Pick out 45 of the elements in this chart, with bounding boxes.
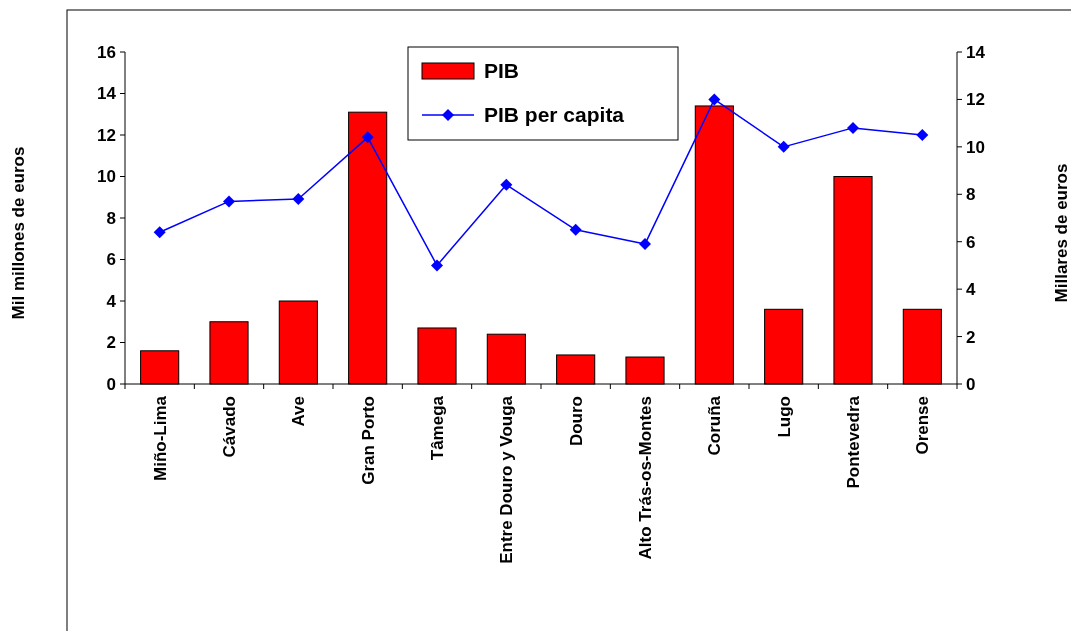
y2-tick-label: 4: [966, 280, 976, 300]
y2-tick-label: 12: [966, 90, 985, 110]
y-tick-label: 14: [97, 84, 117, 104]
y2-tick-label: 0: [966, 374, 976, 394]
y-tick-label: 10: [97, 167, 116, 187]
x-tick-label: Alto Trás-os-Montes: [636, 396, 655, 560]
y-tick-label: 6: [106, 250, 116, 270]
point: [569, 223, 582, 236]
point: [777, 140, 790, 153]
point: [361, 131, 374, 144]
point: [431, 259, 443, 272]
y2-tick-label: 2: [966, 327, 976, 347]
x-tick-label: Douro: [566, 396, 586, 447]
point: [292, 193, 305, 206]
x-tick-label: Coruña: [705, 395, 725, 456]
point: [639, 238, 651, 251]
point: [223, 195, 235, 208]
x-tick-label: Lugo: [774, 396, 794, 438]
point: [847, 121, 859, 134]
legend-label: PIB: [484, 59, 520, 83]
x-tick-label: Tâmega: [428, 395, 447, 461]
y2-tick-label: 10: [966, 137, 985, 157]
legend-label: PIB per capita: [484, 103, 625, 127]
point: [916, 129, 929, 141]
x-tick-label: Pontevedra: [844, 395, 863, 489]
y2-tick-label: 6: [966, 232, 976, 252]
y-axis-title: Mil millones de euros: [9, 146, 28, 320]
y-tick-label: 4: [106, 291, 117, 311]
y2-axis-title: Millares de euros: [1052, 163, 1071, 303]
y-tick-label: 0: [106, 374, 116, 394]
x-tick-label: Cávado: [220, 396, 239, 458]
x-tick-label: Gran Porto: [358, 396, 378, 485]
y-tick-label: 16: [97, 42, 116, 62]
x-tick-label: Ave: [289, 396, 309, 427]
y-tick-label: 12: [97, 125, 116, 145]
point: [708, 93, 721, 106]
y2-tick-label: 8: [966, 185, 976, 205]
y-tick-label: 2: [106, 333, 116, 353]
x-tick-label: Miño-Lima: [150, 395, 170, 481]
point: [153, 226, 166, 239]
y2-tick-label: 14: [966, 42, 986, 62]
x-tick-label: Orense: [913, 396, 933, 455]
y-tick-label: 8: [106, 208, 116, 228]
x-tick-label: Entre Douro y Vouga: [497, 395, 517, 564]
point: [500, 178, 513, 191]
